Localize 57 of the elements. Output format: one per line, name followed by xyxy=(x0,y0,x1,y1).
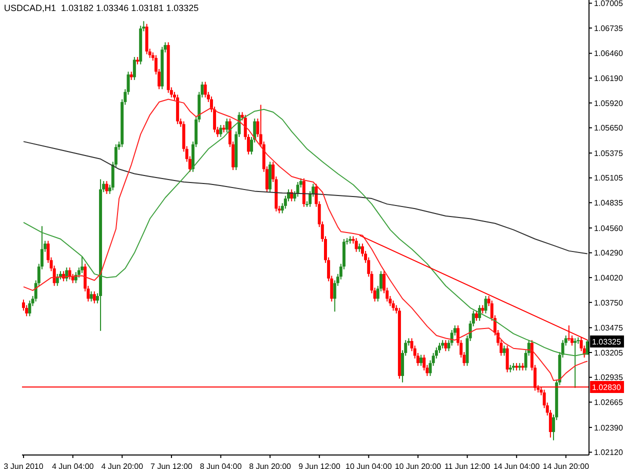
y-tick-label: 1.06735 xyxy=(594,24,624,33)
y-tick-label: 1.04835 xyxy=(594,198,624,208)
y-tick-label: 1.02120 xyxy=(594,448,624,458)
x-tick-label: 11 Jun 12:00 xyxy=(444,462,491,469)
candlestick xyxy=(420,354,423,366)
candlestick xyxy=(68,266,72,280)
y-tick-label: 1.05920 xyxy=(594,98,624,108)
x-tick-label: 4 Jun 20:00 xyxy=(101,462,144,469)
candlestick xyxy=(354,238,358,252)
candlestick xyxy=(506,345,509,373)
candlestick xyxy=(65,266,68,282)
candlestick xyxy=(132,56,136,80)
candlestick xyxy=(92,290,96,304)
x-tick-label: 7 Jun 12:00 xyxy=(150,462,193,469)
candlestick xyxy=(204,81,207,98)
y-tick-label: 1.02935 xyxy=(594,373,624,382)
y-tick-label: 1.02390 xyxy=(594,423,624,432)
x-tick-label: 3 Jun 2010 xyxy=(4,462,44,469)
x-tick-label: 10 Jun 20:00 xyxy=(394,462,442,469)
y-tick-label: 1.03205 xyxy=(594,348,624,358)
candlestick xyxy=(502,345,506,356)
candlestick xyxy=(484,295,488,314)
y-tick-label: 1.06190 xyxy=(594,74,624,83)
x-tick-label: 8 Jun 04:00 xyxy=(200,462,242,469)
line-series xyxy=(23,141,588,254)
candlestick xyxy=(105,180,108,194)
candlestick xyxy=(574,338,577,388)
y-tick-label: 1.04020 xyxy=(594,273,624,282)
x-tick-label: 14 Jun 04:00 xyxy=(493,462,540,469)
x-tick-label: 4 Jun 04:00 xyxy=(52,462,94,469)
x-tick-label: 8 Jun 20:00 xyxy=(249,462,292,469)
y-tick-label: 1.05375 xyxy=(594,148,624,158)
candlestick xyxy=(28,300,32,317)
candlestick xyxy=(176,94,180,125)
candlestick xyxy=(90,290,93,302)
candlestick xyxy=(219,124,222,138)
annotation: 1.03325 xyxy=(592,337,622,346)
chart-title: USDCAD,H1 1.03182 1.03346 1.03181 1.03325 xyxy=(4,3,199,13)
x-tick-label: 14 Jun 20:00 xyxy=(542,462,590,469)
y-tick-label: 1.04560 xyxy=(594,224,624,233)
ref-line-label: 1.02830 xyxy=(592,382,622,392)
y-tick-label: 1.05650 xyxy=(594,124,624,133)
candlestick xyxy=(474,310,478,322)
candlestick xyxy=(225,118,228,133)
y-tick-label: 1.03750 xyxy=(594,298,624,308)
candlestick xyxy=(302,178,306,208)
y-tick-label: 1.07005 xyxy=(594,0,624,8)
y-tick-label: 1.03475 xyxy=(594,324,624,333)
x-tick-label: 10 Jun 04:00 xyxy=(346,462,392,469)
y-tick-label: 1.04290 xyxy=(594,248,624,258)
y-tick-label: 1.05105 xyxy=(594,174,624,183)
candlestick xyxy=(444,340,448,352)
y-tick-label: 1.02665 xyxy=(594,398,624,407)
x-tick-label: 9 Jun 12:00 xyxy=(298,462,341,469)
y-tick-label: 1.06460 xyxy=(594,49,624,58)
candlestick xyxy=(392,300,395,312)
candlestick xyxy=(80,256,84,274)
